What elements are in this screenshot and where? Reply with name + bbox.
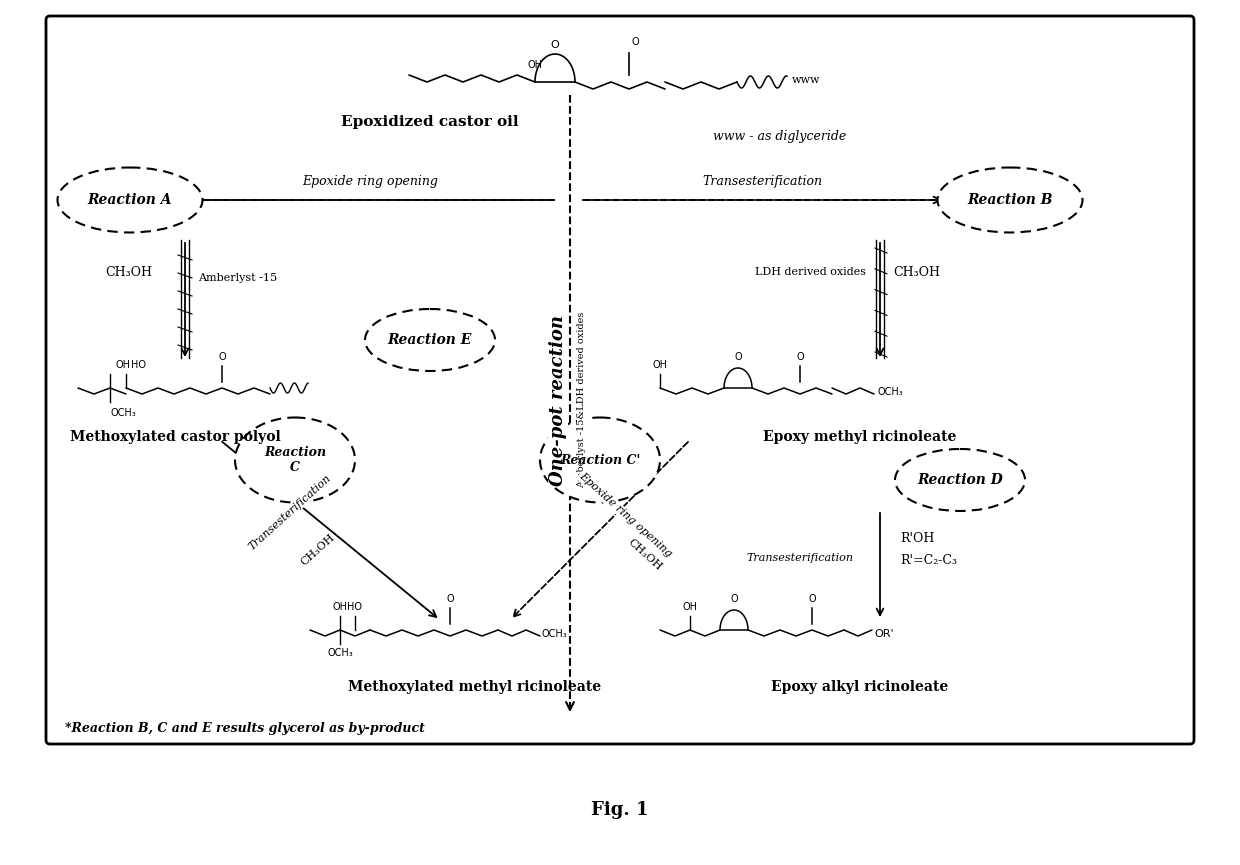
Text: Amberlyst -15&LDH derived oxides: Amberlyst -15&LDH derived oxides <box>578 311 587 488</box>
Ellipse shape <box>539 418 660 503</box>
Text: OH: OH <box>332 602 347 612</box>
Text: O: O <box>446 594 454 604</box>
Text: O: O <box>734 352 742 362</box>
Text: Amberlyst -15: Amberlyst -15 <box>198 273 277 283</box>
Text: www: www <box>792 75 821 85</box>
Text: CH₃OH: CH₃OH <box>105 266 153 279</box>
Text: Epoxy methyl ricinoleate: Epoxy methyl ricinoleate <box>764 430 957 444</box>
Text: Transesterification: Transesterification <box>247 472 334 552</box>
Text: Fig. 1: Fig. 1 <box>591 801 649 819</box>
Text: Epoxide ring opening: Epoxide ring opening <box>303 175 438 188</box>
Text: Reaction A: Reaction A <box>88 193 172 207</box>
Text: O: O <box>808 594 816 604</box>
Text: Reaction B: Reaction B <box>967 193 1053 207</box>
Text: Methoxylated methyl ricinoleate: Methoxylated methyl ricinoleate <box>348 680 601 694</box>
Text: HO: HO <box>347 602 362 612</box>
Text: O: O <box>218 352 226 362</box>
Text: R'=C₂-C₃: R'=C₂-C₃ <box>900 554 957 567</box>
Text: Methoxylated castor polyol: Methoxylated castor polyol <box>69 430 280 444</box>
Text: Reaction E: Reaction E <box>388 333 472 347</box>
Text: www - as diglyceride: www - as diglyceride <box>713 130 847 143</box>
Text: Reaction
C: Reaction C <box>264 446 326 474</box>
Text: HO: HO <box>131 360 146 370</box>
Text: CH₃OH: CH₃OH <box>893 266 940 279</box>
Text: OCH₃: OCH₃ <box>542 629 568 639</box>
Text: OCH₃: OCH₃ <box>327 648 353 658</box>
Text: Reaction D: Reaction D <box>918 473 1003 487</box>
Text: O: O <box>730 594 738 604</box>
Ellipse shape <box>895 449 1025 511</box>
FancyBboxPatch shape <box>46 16 1194 744</box>
Text: O: O <box>631 37 639 47</box>
Text: Epoxy alkyl ricinoleate: Epoxy alkyl ricinoleate <box>771 680 949 694</box>
Ellipse shape <box>937 168 1083 233</box>
Text: R'OH: R'OH <box>900 531 935 544</box>
Text: Epoxidized castor oil: Epoxidized castor oil <box>341 115 518 129</box>
Text: OCH₃: OCH₃ <box>110 408 136 418</box>
Text: OH: OH <box>682 602 697 612</box>
Text: OR': OR' <box>874 629 894 639</box>
Text: O: O <box>551 40 559 50</box>
Text: Epoxide ring opening: Epoxide ring opening <box>577 471 673 559</box>
Text: O: O <box>796 352 804 362</box>
Text: OCH₃: OCH₃ <box>878 387 904 397</box>
Text: One-pot reaction: One-pot reaction <box>549 315 567 485</box>
Text: Reaction C': Reaction C' <box>559 453 640 466</box>
Text: *Reaction B, C and E results glycerol as by-product: *Reaction B, C and E results glycerol as… <box>64 722 425 735</box>
Ellipse shape <box>57 168 202 233</box>
Text: OH: OH <box>652 360 667 370</box>
Text: CH₃OH: CH₃OH <box>299 532 337 567</box>
Text: OH: OH <box>527 60 543 70</box>
Text: Transesterification: Transesterification <box>746 553 853 563</box>
Text: OH: OH <box>115 360 130 370</box>
Text: Transesterification: Transesterification <box>702 175 822 188</box>
Ellipse shape <box>365 309 495 371</box>
Text: CH₃OH: CH₃OH <box>626 537 663 573</box>
Ellipse shape <box>236 418 355 503</box>
Text: LDH derived oxides: LDH derived oxides <box>755 267 866 277</box>
